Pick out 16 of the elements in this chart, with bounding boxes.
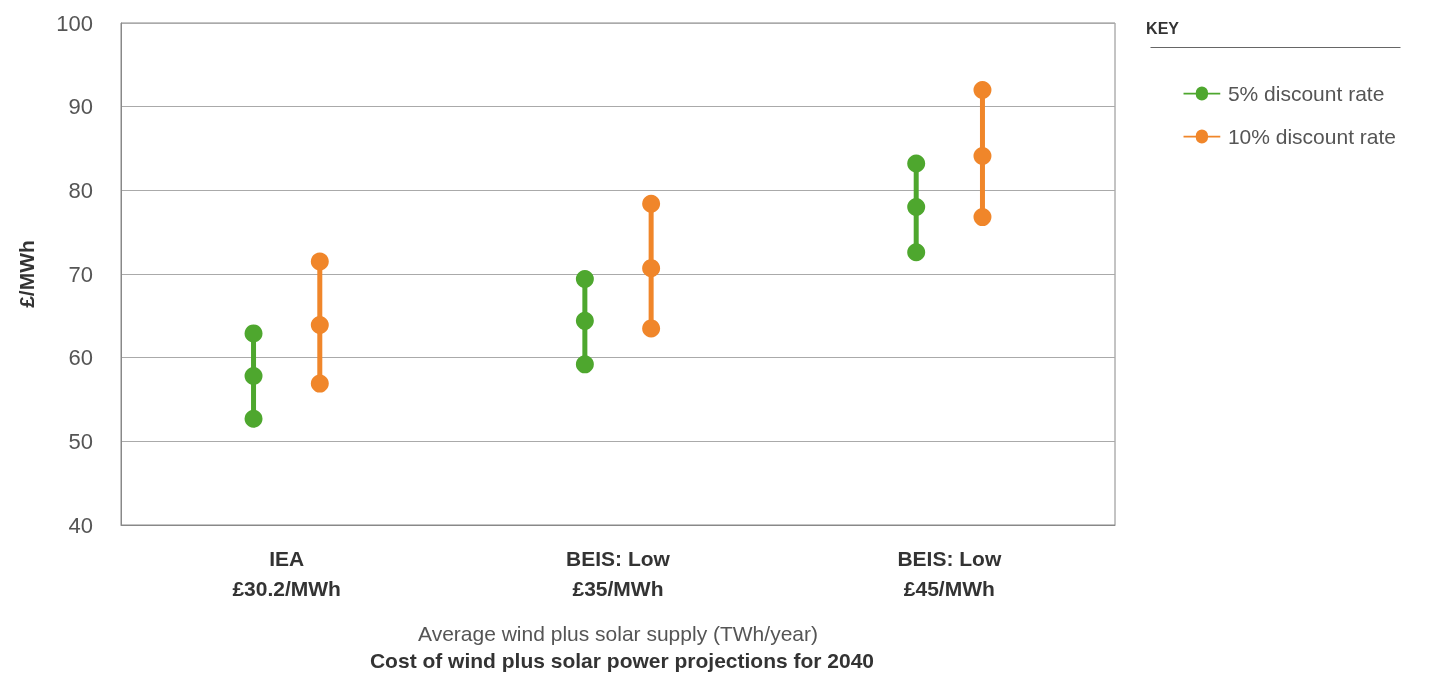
y-tick-label: 40 bbox=[68, 512, 93, 538]
legend-label: 10% discount rate bbox=[1227, 125, 1397, 148]
x-tick-label: IEA £30.2/MWh bbox=[232, 546, 341, 600]
y-axis-title: £/MWh bbox=[15, 240, 38, 308]
text: Cost of wind plus solar power projections for 2040 bbox=[369, 649, 875, 672]
y-tick-label: 90 bbox=[68, 94, 93, 120]
x-axis-title: Average wind plus solar supply (TWh/year) bbox=[418, 622, 818, 645]
legend-label: 5% discount rate bbox=[1227, 82, 1385, 105]
x-tick-label: BEIS: Low £45/MWh bbox=[897, 546, 1002, 600]
y-tick-label: 80 bbox=[68, 177, 93, 203]
y-tick-label: 70 bbox=[68, 261, 93, 287]
y-tick-label: 50 bbox=[68, 428, 93, 454]
y-tick-label: 100 bbox=[56, 10, 93, 36]
x-tick-label: BEIS: Low £35/MWh bbox=[566, 546, 671, 600]
y-tick-label: 60 bbox=[68, 345, 93, 371]
legend-title: KEY bbox=[1146, 19, 1180, 37]
